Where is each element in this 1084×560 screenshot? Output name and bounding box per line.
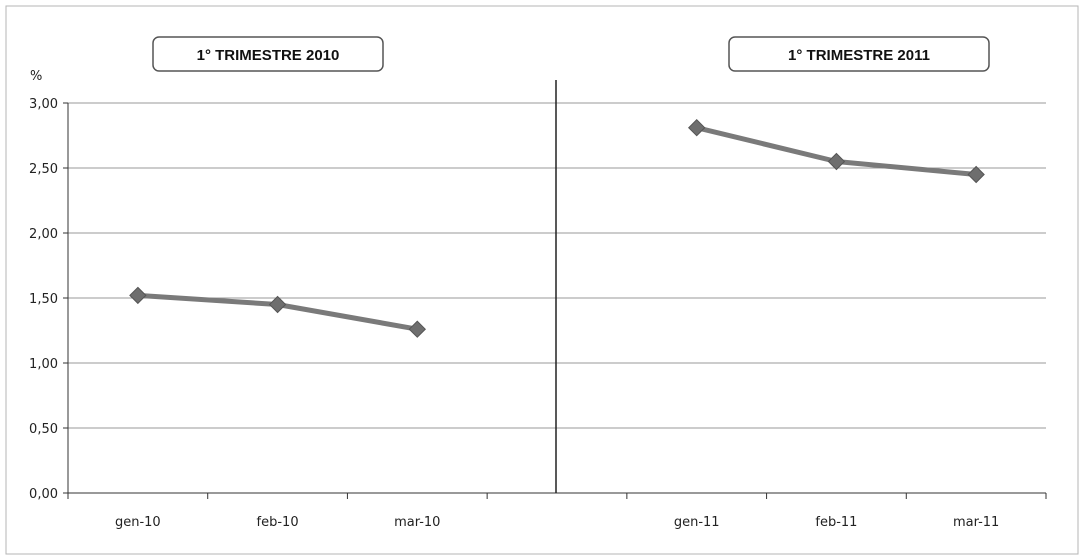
panel-title-2010: 1° TRIMESTRE 2010 (197, 47, 340, 64)
series (129, 118, 985, 338)
data-point-feb-11 (827, 152, 846, 171)
data-point-gen-11 (688, 118, 706, 137)
panel-title-box-2010: 1° TRIMESTRE 2010 (152, 36, 384, 72)
panel-titles: 1° TRIMESTRE 2010 1° TRIMESTRE 2011 (152, 36, 990, 72)
data-point-mar-10 (408, 320, 426, 338)
y-tick-label-0: 0,00 (29, 487, 58, 502)
panel-title-2011: 1° TRIMESTRE 2011 (788, 47, 930, 64)
x-tick-label-gen-11: gen-11 (674, 515, 720, 530)
x-tick-label-feb-11: feb-11 (815, 515, 857, 530)
y-tick-label-4: 2,00 (29, 227, 58, 242)
y-tick-label-5: 2,50 (29, 162, 58, 177)
data-point-gen-10 (129, 286, 147, 305)
x-tick-label-gen-10: gen-10 (115, 515, 161, 530)
y-tick-label-1: 0,50 (29, 422, 58, 437)
y-axis-unit: % (30, 69, 42, 84)
x-tick-label-feb-10: feb-10 (257, 515, 299, 530)
axes: % 0,00 0,50 1,00 1,50 2,00 2,50 3,00 gen-10 feb-… (29, 69, 1047, 530)
x-tick-label-mar-11: mar-11 (953, 515, 999, 530)
panel-title-box-2011: 1° TRIMESTRE 2011 (728, 36, 990, 72)
data-point-feb-10 (268, 295, 287, 314)
chart-frame (5, 5, 1079, 555)
gridlines (68, 102, 1046, 429)
y-tick-label-6: 3,00 (29, 97, 58, 112)
x-tick-label-mar-10: mar-10 (394, 515, 440, 530)
y-tick-label-3: 1,50 (29, 292, 58, 307)
data-point-mar-11 (967, 165, 985, 184)
y-tick-label-2: 1,00 (29, 357, 58, 372)
